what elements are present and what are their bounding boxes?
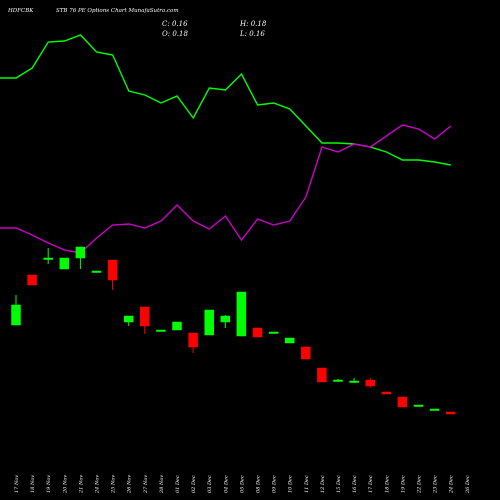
x-tick-label: 17 Dec bbox=[368, 475, 374, 493]
candle-body bbox=[381, 391, 392, 395]
candle-body bbox=[365, 379, 375, 387]
high-value: H: 0.18 bbox=[240, 20, 267, 28]
candle-body bbox=[301, 346, 311, 360]
open-value: O: 0.18 bbox=[162, 30, 188, 38]
indicator-line-magenta bbox=[0, 124, 452, 254]
indicator-line-green bbox=[0, 34, 451, 166]
x-tick-label: 24 Dec bbox=[449, 475, 455, 494]
candle-body bbox=[349, 380, 359, 383]
candle-body bbox=[156, 329, 166, 332]
candle-body bbox=[220, 315, 231, 323]
candle-body bbox=[75, 246, 86, 259]
x-tick-label: 16 Dec bbox=[352, 475, 358, 493]
x-tick-label: 28 Nov bbox=[159, 475, 165, 494]
x-tick-label: 27 Nov bbox=[143, 475, 149, 494]
x-tick-label: 12 Dec bbox=[320, 475, 326, 493]
x-tick-label: 09 Dec bbox=[272, 475, 278, 493]
candle-body bbox=[188, 332, 198, 348]
candle-body bbox=[317, 367, 327, 383]
x-tick-label: 21 Nov bbox=[78, 475, 84, 494]
candle-body bbox=[204, 309, 214, 336]
x-tick-label: 19 Dec bbox=[400, 475, 406, 493]
x-tick-label: 17 Nov bbox=[14, 475, 20, 493]
x-tick-label: 03 Dec bbox=[207, 475, 213, 493]
candle-body bbox=[268, 331, 279, 334]
candle-body bbox=[397, 396, 408, 408]
low-value: L: 0.16 bbox=[240, 30, 265, 38]
candle-body bbox=[333, 379, 343, 382]
candle-body bbox=[413, 404, 424, 407]
candle-body bbox=[252, 327, 263, 338]
close-value: C: 0.16 bbox=[162, 20, 188, 28]
candle-body bbox=[11, 304, 21, 326]
candle-body bbox=[107, 259, 118, 281]
x-tick-label: 20 Nov bbox=[62, 475, 68, 494]
candle-body bbox=[43, 257, 53, 260]
x-tick-label: 25 Nov bbox=[111, 475, 117, 494]
x-tick-label: 26 Dec bbox=[465, 475, 471, 494]
candle-body bbox=[91, 270, 102, 273]
x-tick-label: 01 Dec bbox=[175, 475, 181, 493]
candle-body bbox=[27, 274, 37, 286]
x-tick-label: 24 Nov bbox=[95, 475, 101, 494]
x-tick-label: 19 Nov bbox=[46, 475, 52, 493]
x-tick-label: 18 Nov bbox=[30, 475, 36, 493]
x-tick-label: 05 Dec bbox=[239, 475, 245, 493]
candle-body bbox=[140, 306, 150, 327]
candle-body bbox=[445, 411, 456, 415]
x-tick-label: 02 Dec bbox=[191, 475, 197, 493]
x-tick-label: 10 Dec bbox=[288, 475, 294, 493]
x-tick-label: 04 Dec bbox=[223, 475, 229, 493]
x-tick-label: 18 Dec bbox=[384, 475, 390, 493]
x-tick-label: 26 Nov bbox=[127, 475, 133, 494]
x-tick-label: 23 Dec bbox=[433, 475, 439, 494]
x-tick-label: 11 Dec bbox=[304, 475, 310, 493]
x-tick-label: 15 Dec bbox=[336, 475, 342, 493]
candle-body bbox=[123, 315, 134, 323]
x-tick-label: 22 Dec bbox=[417, 475, 423, 494]
candle-body bbox=[236, 291, 247, 337]
x-tick-label: 08 Dec bbox=[256, 475, 262, 493]
chart-subtitle: STB 76 PE Options Chart MunafaSutra.com bbox=[56, 8, 179, 14]
candle-body bbox=[284, 337, 295, 344]
candle-body bbox=[59, 257, 70, 270]
candle-body bbox=[429, 408, 440, 411]
candle-body bbox=[172, 321, 182, 331]
chart-symbol: HDFCBK bbox=[8, 8, 34, 14]
